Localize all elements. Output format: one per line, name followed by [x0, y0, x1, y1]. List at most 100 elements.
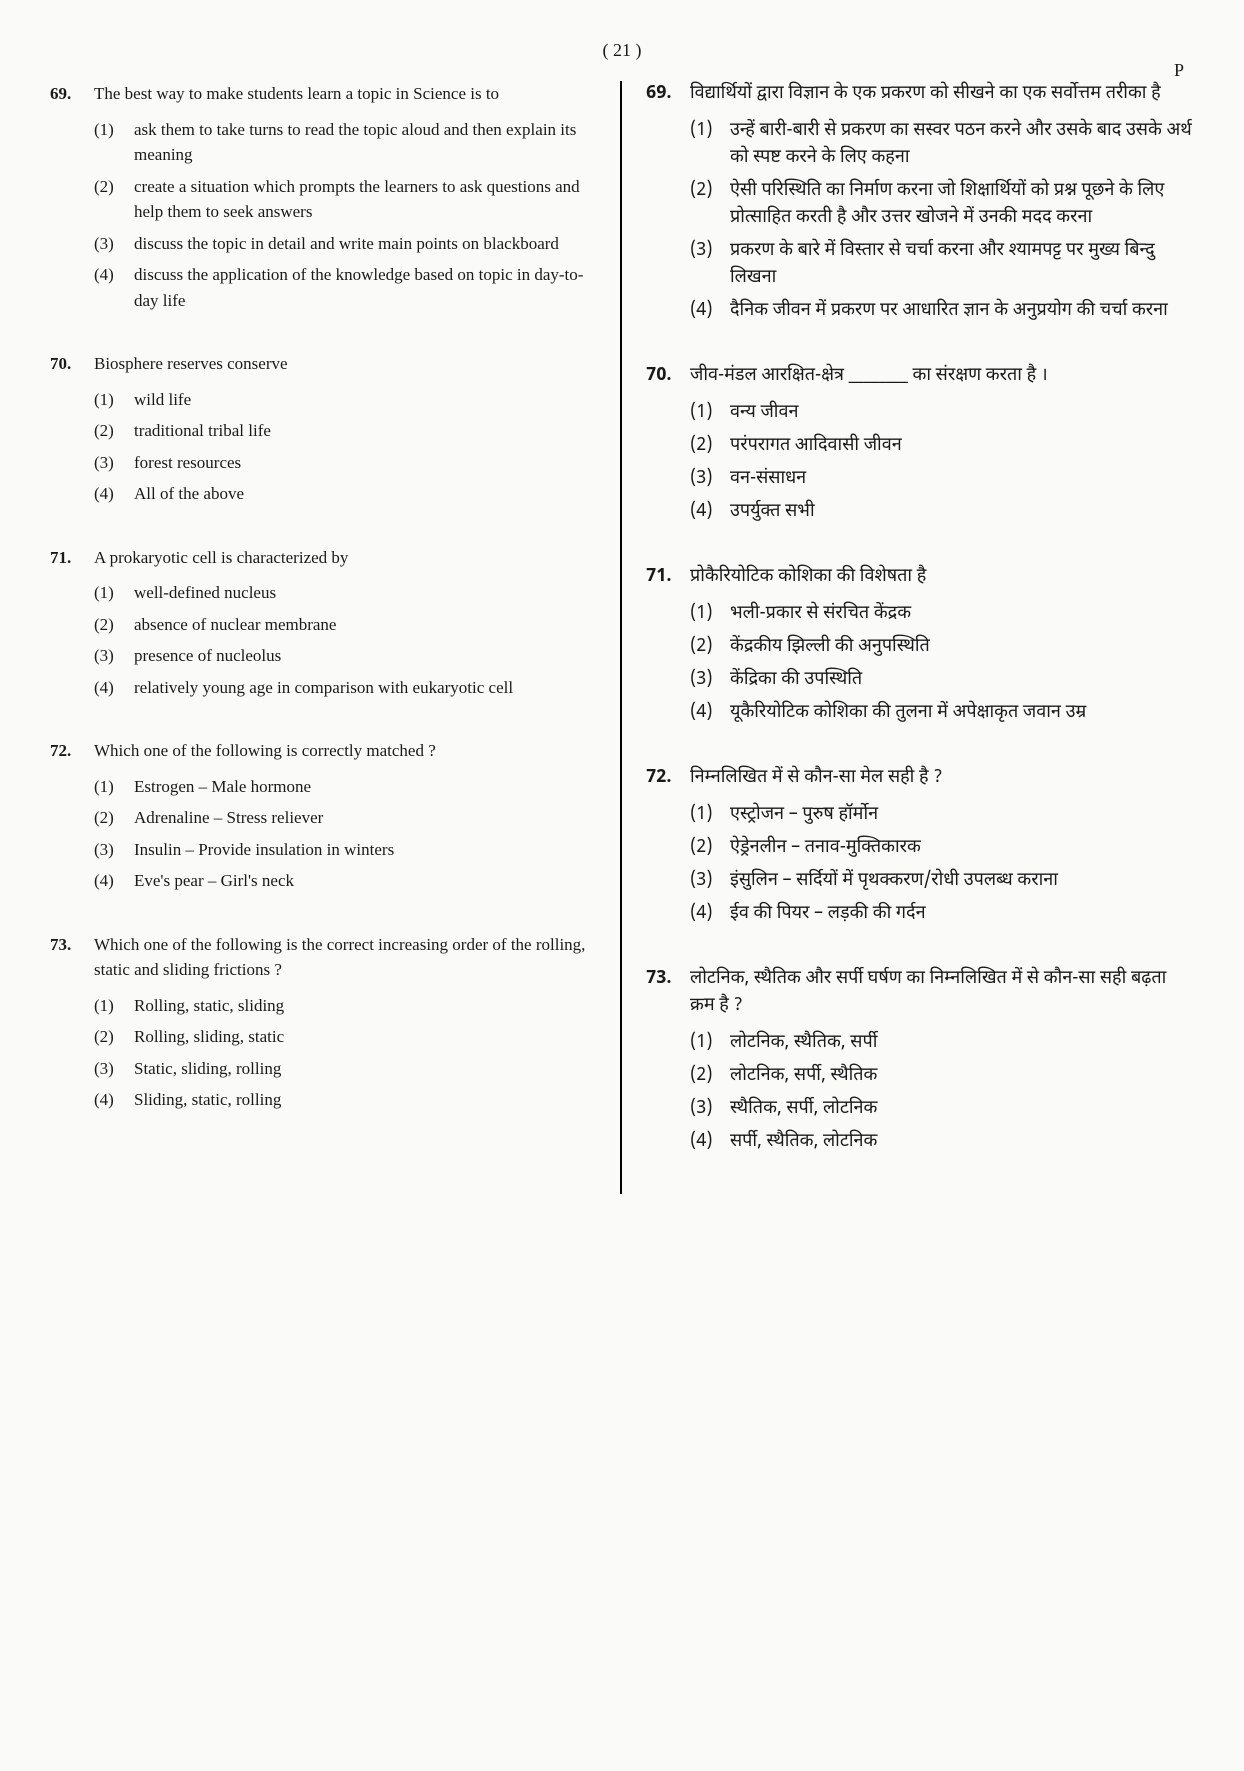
option-text: Estrogen – Male hormone: [134, 774, 596, 800]
option: (3)इंसुलिन – सर्दियों में पृथक्करण/रोधी …: [690, 868, 1194, 895]
option-text: forest resources: [134, 450, 596, 476]
question-body: लोटनिक, स्थैतिक और सर्पी घर्षण का निम्नल…: [690, 966, 1194, 1162]
option-text: Rolling, static, sliding: [134, 993, 596, 1019]
option: (1)Estrogen – Male hormone: [94, 774, 596, 800]
option: (3)discuss the topic in detail and write…: [94, 231, 596, 257]
option-number: (2): [690, 1063, 730, 1090]
option-text: स्थैतिक, सर्पी, लोटनिक: [730, 1096, 1194, 1123]
question-number: 71.: [646, 564, 690, 733]
question-body: Biosphere reserves conserve (1)wild life(…: [94, 351, 596, 513]
option: (4)relatively young age in comparison wi…: [94, 675, 596, 701]
option: (4)Sliding, static, rolling: [94, 1087, 596, 1113]
option: (1)भली-प्रकार से संरचित केंद्रक: [690, 601, 1194, 628]
option: (4)ईव की पियर – लड़की की गर्दन: [690, 901, 1194, 928]
option-text: create a situation which prompts the lea…: [134, 174, 596, 225]
option-text: wild life: [134, 387, 596, 413]
option: (2)create a situation which prompts the …: [94, 174, 596, 225]
question-stem: Which one of the following is the correc…: [94, 932, 596, 983]
option: (2)लोटनिक, सर्पी, स्थैतिक: [690, 1063, 1194, 1090]
question-body: प्रोकैरियोटिक कोशिका की विशेषता है (1)भली…: [690, 564, 1194, 733]
option-text: Eve's pear – Girl's neck: [134, 868, 596, 894]
option-text: Static, sliding, rolling: [134, 1056, 596, 1082]
question-stem: विद्यार्थियों द्वारा विज्ञान के एक प्रकर…: [690, 81, 1194, 108]
option-text: absence of nuclear membrane: [134, 612, 596, 638]
option: (1)वन्य जीवन: [690, 400, 1194, 427]
question: 70.Biosphere reserves conserve (1)wild li…: [50, 351, 596, 513]
option-number: (4): [690, 1129, 730, 1156]
question: 73.Which one of the following is the cor…: [50, 932, 596, 1119]
option: (3)Insulin – Provide insulation in winte…: [94, 837, 596, 863]
question-number: 71.: [50, 545, 94, 707]
option-text: presence of nucleolus: [134, 643, 596, 669]
option-text: केंद्रकीय झिल्ली की अनुपस्थिति: [730, 634, 1194, 661]
question: 73.लोटनिक, स्थैतिक और सर्पी घर्षण का निम…: [646, 966, 1194, 1162]
option: (4)उपर्युक्त सभी: [690, 499, 1194, 526]
question-number: 69.: [50, 81, 94, 319]
option-number: (1): [690, 802, 730, 829]
option-text: All of the above: [134, 481, 596, 507]
options-list: (1)वन्य जीवन(2)परंपरागत आदिवासी जीवन(3)व…: [690, 400, 1194, 526]
option-number: (4): [94, 868, 134, 894]
question: 72.निम्नलिखित में से कौन-सा मेल सही है ?…: [646, 765, 1194, 934]
option: (1)लोटनिक, स्थैतिक, सर्पी: [690, 1030, 1194, 1057]
question-number: 72.: [646, 765, 690, 934]
option-number: (2): [690, 433, 730, 460]
option-number: (2): [690, 178, 730, 232]
question-number: 70.: [50, 351, 94, 513]
option-number: (3): [690, 868, 730, 895]
option: (3)Static, sliding, rolling: [94, 1056, 596, 1082]
option-number: (3): [94, 643, 134, 669]
option-number: (4): [690, 298, 730, 325]
option: (3)प्रकरण के बारे में विस्तार से चर्चा क…: [690, 238, 1194, 292]
question-body: A prokaryotic cell is characterized by(1…: [94, 545, 596, 707]
question-stem: लोटनिक, स्थैतिक और सर्पी घर्षण का निम्नल…: [690, 966, 1194, 1020]
option: (4)All of the above: [94, 481, 596, 507]
option: (4)यूकैरियोटिक कोशिका की तुलना में अपेक्…: [690, 700, 1194, 727]
option-number: (2): [94, 418, 134, 444]
option-text: ऐसी परिस्थिति का निर्माण करना जो शिक्षार…: [730, 178, 1194, 232]
content-area: 69.The best way to make students learn a…: [50, 81, 1194, 1194]
option-text: वन-संसाधन: [730, 466, 1194, 493]
option-number: (3): [690, 238, 730, 292]
option-text: Adrenaline – Stress reliever: [134, 805, 596, 831]
option-text: परंपरागत आदिवासी जीवन: [730, 433, 1194, 460]
option-number: (3): [690, 1096, 730, 1123]
option-text: ईव की पियर – लड़की की गर्दन: [730, 901, 1194, 928]
question-stem: निम्नलिखित में से कौन-सा मेल सही है ?: [690, 765, 1194, 792]
option-number: (4): [94, 675, 134, 701]
options-list: (1)wild life(2)traditional tribal life(3…: [94, 387, 596, 507]
option: (3)स्थैतिक, सर्पी, लोटनिक: [690, 1096, 1194, 1123]
option: (1)ask them to take turns to read the to…: [94, 117, 596, 168]
option-number: (1): [690, 1030, 730, 1057]
options-list: (1)Rolling, static, sliding(2)Rolling, s…: [94, 993, 596, 1113]
option: (3)केंद्रिका की उपस्थिति: [690, 667, 1194, 694]
option-number: (4): [690, 700, 730, 727]
option: (2)absence of nuclear membrane: [94, 612, 596, 638]
option-text: प्रकरण के बारे में विस्तार से चर्चा करना…: [730, 238, 1194, 292]
option-number: (2): [94, 805, 134, 831]
option-text: लोटनिक, स्थैतिक, सर्पी: [730, 1030, 1194, 1057]
option-number: (3): [690, 466, 730, 493]
options-list: (1)Estrogen – Male hormone (2)Adrenaline …: [94, 774, 596, 894]
option: (2)केंद्रकीय झिल्ली की अनुपस्थिति: [690, 634, 1194, 661]
question-stem: प्रोकैरियोटिक कोशिका की विशेषता है: [690, 564, 1194, 591]
question-stem: Which one of the following is correctly …: [94, 738, 596, 764]
question-stem: Biosphere reserves conserve: [94, 351, 596, 377]
question-stem: The best way to make students learn a to…: [94, 81, 596, 107]
option: (1)उन्हें बारी-बारी से प्रकरण का सस्वर प…: [690, 118, 1194, 172]
option: (2)Adrenaline – Stress reliever: [94, 805, 596, 831]
option-text: Sliding, static, rolling: [134, 1087, 596, 1113]
option-number: (4): [94, 262, 134, 313]
option: (3)forest resources: [94, 450, 596, 476]
option-number: (1): [94, 117, 134, 168]
option-number: (2): [94, 1024, 134, 1050]
option-number: (1): [690, 118, 730, 172]
option-text: Insulin – Provide insulation in winters: [134, 837, 596, 863]
options-list: (1)भली-प्रकार से संरचित केंद्रक (2)केंद्र…: [690, 601, 1194, 727]
question-body: Which one of the following is correctly …: [94, 738, 596, 900]
question: 69.The best way to make students learn a…: [50, 81, 596, 319]
option-number: (4): [690, 499, 730, 526]
question: 71.प्रोकैरियोटिक कोशिका की विशेषता है (1)…: [646, 564, 1194, 733]
question-number: 69.: [646, 81, 690, 331]
option: (2)परंपरागत आदिवासी जीवन: [690, 433, 1194, 460]
